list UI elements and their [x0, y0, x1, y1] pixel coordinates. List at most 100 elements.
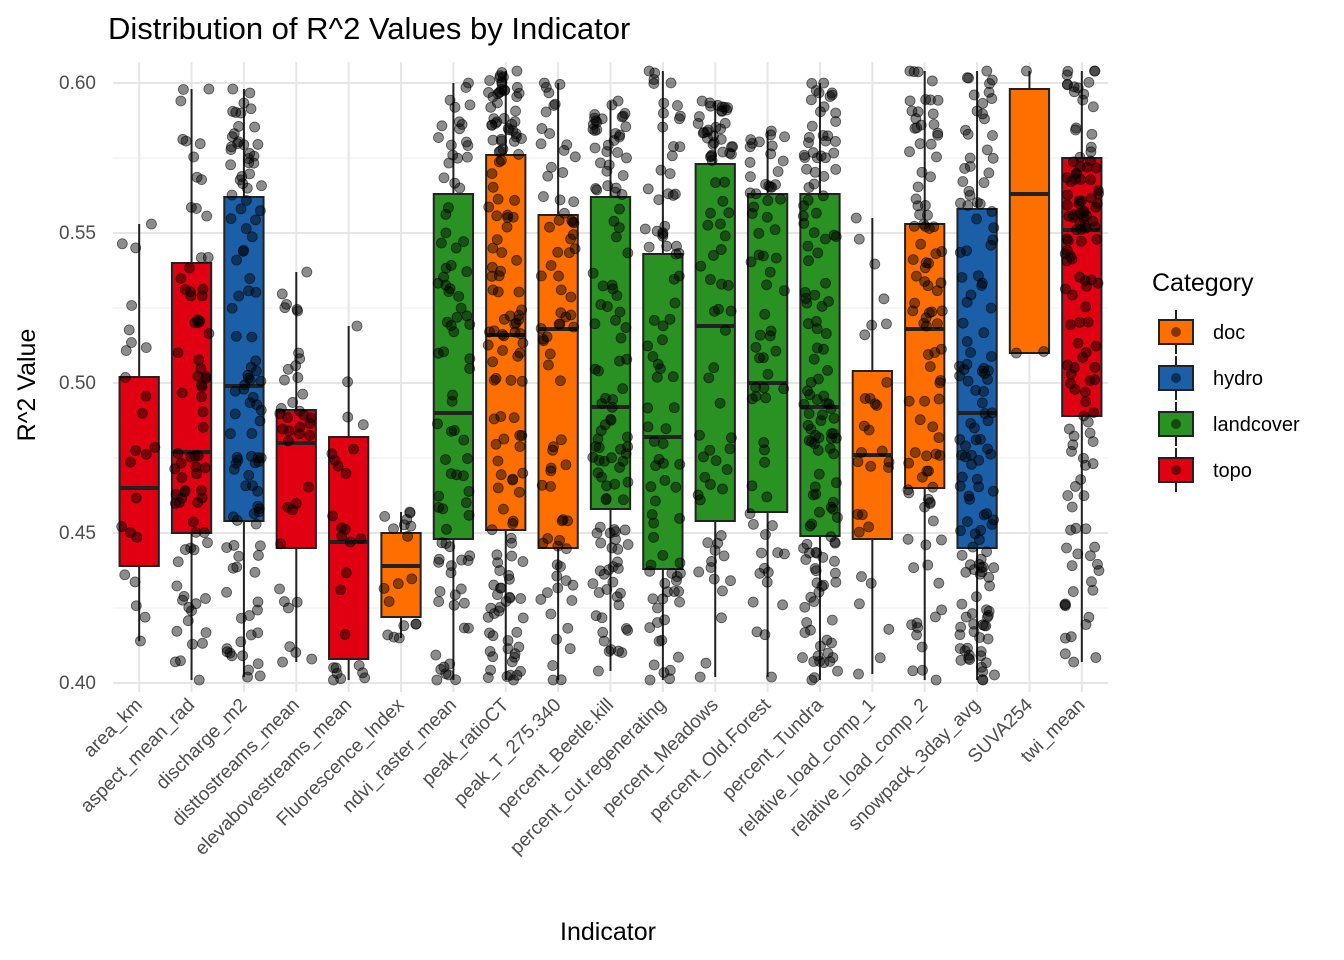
data-point	[974, 632, 985, 643]
data-point	[762, 195, 774, 206]
data-point	[493, 146, 505, 158]
data-point	[1065, 378, 1076, 389]
data-point	[956, 549, 968, 561]
data-point	[275, 403, 287, 414]
data-point	[1062, 189, 1073, 201]
data-point	[287, 397, 299, 408]
data-point	[912, 66, 924, 78]
data-point	[1062, 359, 1073, 371]
data-point	[661, 240, 673, 252]
data-point	[648, 435, 660, 447]
data-point	[657, 121, 669, 133]
data-point	[610, 128, 621, 139]
data-point	[822, 364, 833, 376]
data-point	[801, 163, 812, 175]
data-point	[499, 84, 510, 96]
data-point	[973, 559, 985, 570]
data-point	[438, 346, 450, 358]
data-point	[335, 673, 347, 685]
data-point	[1069, 481, 1081, 492]
data-point	[779, 548, 790, 560]
box-body	[642, 253, 684, 570]
data-point	[974, 534, 985, 546]
data-point	[907, 254, 919, 266]
data-point	[569, 151, 581, 163]
data-point	[225, 428, 236, 440]
data-point	[221, 542, 233, 554]
box-body	[904, 223, 946, 489]
data-point	[902, 484, 914, 496]
data-point	[667, 371, 679, 383]
data-point	[601, 165, 613, 177]
data-point	[597, 280, 609, 292]
data-point	[203, 83, 215, 95]
y-tick-label: 0.50	[59, 373, 96, 394]
data-point	[804, 389, 816, 401]
data-point	[406, 573, 418, 585]
data-point	[620, 623, 632, 634]
data-point	[960, 566, 972, 578]
data-point	[441, 316, 453, 328]
data-point	[764, 330, 776, 342]
data-point	[1060, 283, 1071, 295]
data-point	[488, 608, 500, 619]
data-point	[335, 584, 346, 596]
box-SUVA254	[1008, 71, 1051, 354]
data-point	[703, 372, 715, 384]
data-point	[621, 152, 632, 164]
data-point	[433, 490, 445, 502]
data-point	[1062, 235, 1074, 247]
data-point	[985, 448, 997, 460]
data-point	[651, 371, 663, 383]
data-point	[487, 284, 499, 296]
data-point	[430, 649, 442, 661]
data-point	[610, 231, 622, 243]
data-point	[969, 528, 981, 540]
data-point	[717, 585, 728, 597]
data-point	[744, 141, 756, 153]
data-point	[853, 233, 865, 245]
data-point	[916, 641, 928, 653]
data-point	[440, 279, 452, 291]
data-point	[693, 566, 705, 578]
data-point	[925, 171, 936, 183]
data-point	[762, 368, 774, 380]
data-point	[245, 361, 257, 373]
data-point	[511, 65, 523, 77]
data-point	[719, 117, 731, 129]
data-point	[504, 592, 516, 604]
data-point	[597, 627, 609, 638]
data-point	[444, 658, 456, 670]
data-point	[235, 636, 247, 648]
data-point	[986, 351, 997, 362]
data-point	[719, 230, 731, 242]
data-point	[192, 450, 204, 462]
box-body	[380, 532, 422, 618]
data-point	[1066, 560, 1078, 572]
data-point	[976, 397, 988, 409]
box-percent_Beetle.kill	[589, 101, 632, 671]
data-point	[923, 465, 934, 477]
data-point	[698, 451, 709, 463]
data-point	[125, 527, 136, 538]
data-point	[438, 172, 450, 184]
data-point	[460, 497, 472, 509]
data-point	[642, 183, 654, 195]
data-point	[652, 358, 664, 370]
data-point	[971, 213, 982, 225]
data-point	[826, 89, 838, 101]
data-point	[603, 159, 615, 171]
data-point	[903, 457, 915, 469]
data-point	[869, 258, 881, 270]
data-point	[1080, 523, 1092, 535]
data-point	[1090, 652, 1102, 663]
data-point	[177, 84, 189, 95]
data-point	[283, 425, 295, 437]
data-point	[192, 370, 203, 382]
data-point	[825, 403, 837, 414]
data-point	[610, 314, 621, 326]
data-point	[177, 133, 189, 145]
data-point	[745, 171, 756, 183]
data-point	[648, 517, 660, 529]
data-point	[514, 486, 525, 498]
